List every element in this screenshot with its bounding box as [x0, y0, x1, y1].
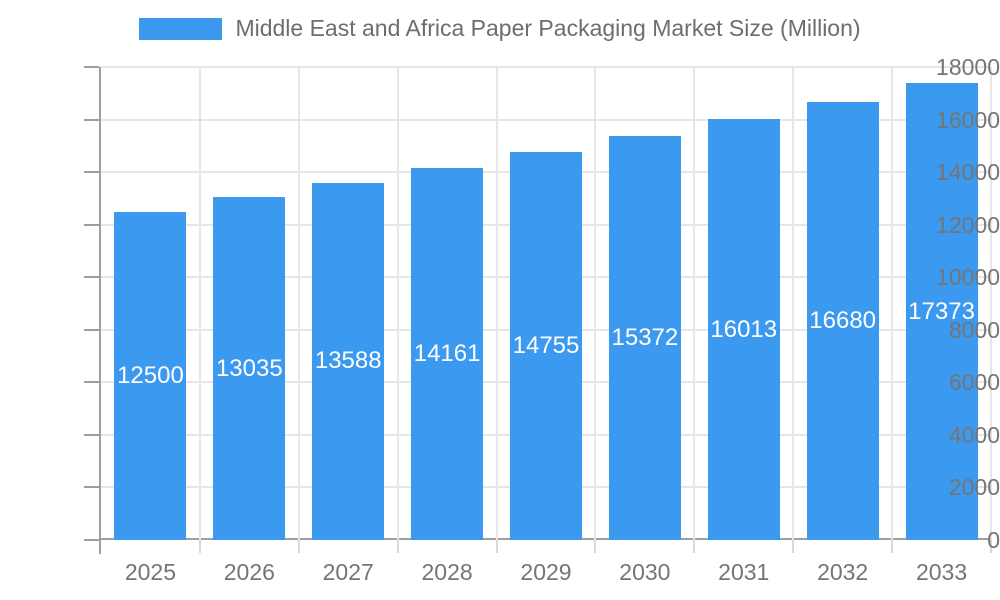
y-axis-tick	[84, 539, 99, 541]
y-axis-tick-label: 2000	[948, 474, 1000, 501]
gridline-vertical	[198, 67, 201, 540]
bar-value-label: 14755	[512, 332, 580, 360]
y-axis-tick	[84, 171, 99, 174]
bar-value-label: 14161	[413, 339, 481, 367]
y-axis-tick-label: 12000	[936, 211, 1000, 238]
y-axis-tick-label: 0	[987, 527, 1000, 553]
x-axis-tick-label: 2027	[322, 559, 374, 585]
x-axis-tick-label: 2030	[619, 559, 671, 585]
x-axis-tick-label: 2028	[421, 559, 473, 585]
x-axis-tick	[297, 540, 300, 553]
x-axis-tick-label: 2032	[817, 559, 869, 585]
legend-label: Middle East and Africa Paper Packaging M…	[235, 15, 861, 41]
x-axis-tick	[693, 540, 696, 553]
x-axis-tick-label: 2031	[718, 559, 770, 585]
x-axis-tick-label: 2033	[915, 559, 968, 585]
bar[interactable]: 13035	[213, 197, 286, 540]
gridline-vertical	[297, 67, 300, 540]
y-axis-tick	[84, 223, 99, 226]
legend-swatch	[139, 17, 223, 40]
y-axis-tick	[84, 66, 99, 68]
bar[interactable]: 16680	[806, 101, 879, 540]
y-axis-tick-label: 16000	[936, 106, 1000, 133]
y-axis-tick	[84, 328, 99, 331]
bar-value-label: 13588	[314, 347, 382, 375]
bar[interactable]: 12500	[114, 211, 187, 540]
gridline-vertical	[891, 67, 894, 540]
x-axis-tick	[198, 540, 201, 553]
y-axis-tick-label: 4000	[948, 421, 1000, 448]
y-axis-tick	[84, 433, 99, 436]
legend[interactable]: Middle East and Africa Paper Packaging M…	[0, 15, 1000, 42]
bar[interactable]: 13588	[312, 182, 385, 540]
bar-value-label: 15372	[611, 324, 679, 352]
gridline-vertical	[495, 67, 498, 540]
y-axis-tick	[84, 118, 99, 121]
x-axis-tick	[396, 540, 399, 553]
y-axis-tick-label: 18000	[936, 54, 1000, 80]
x-axis-tick	[495, 540, 498, 553]
gridline-horizontal	[101, 118, 991, 121]
bar-value-label: 13035	[215, 354, 283, 382]
x-axis-tick	[792, 540, 795, 553]
bar[interactable]: 17373	[905, 83, 978, 540]
plot-area: 12500 13035 13588 14161 14755 15372 16013 16680…	[84, 66, 992, 554]
x-axis-tick	[990, 540, 992, 553]
gridline-vertical	[990, 67, 992, 540]
bar[interactable]: 14161	[411, 167, 484, 540]
bar-value-label: 16013	[710, 315, 778, 343]
bar[interactable]: 14755	[510, 152, 582, 540]
y-axis-tick-label: 10000	[936, 264, 1000, 291]
bar[interactable]: 15372	[608, 136, 681, 540]
bar-value-label: 12500	[117, 361, 184, 389]
y-axis-tick-label: 6000	[948, 369, 1000, 396]
x-axis-tick-label: 2025	[124, 559, 177, 585]
bar[interactable]: 16013	[707, 119, 780, 540]
x-axis-tick-label: 2026	[223, 559, 275, 585]
y-axis-line	[99, 67, 101, 554]
gridline-vertical	[792, 67, 795, 540]
x-axis-tick	[594, 540, 597, 553]
gridline-horizontal	[101, 66, 991, 68]
x-axis-tick	[891, 540, 894, 553]
y-axis-tick	[84, 381, 99, 384]
bar-value-label: 17373	[908, 297, 975, 325]
gridline-vertical	[693, 67, 696, 540]
gridline-vertical	[396, 67, 399, 540]
x-axis-tick-label: 2029	[520, 559, 572, 585]
bar-value-label: 16680	[809, 306, 877, 334]
y-axis-tick-label: 14000	[936, 159, 1000, 186]
gridline-vertical	[594, 67, 597, 540]
y-axis-tick-label: 8000	[948, 316, 1000, 343]
y-axis-tick	[84, 276, 99, 279]
y-axis-tick	[84, 486, 99, 489]
